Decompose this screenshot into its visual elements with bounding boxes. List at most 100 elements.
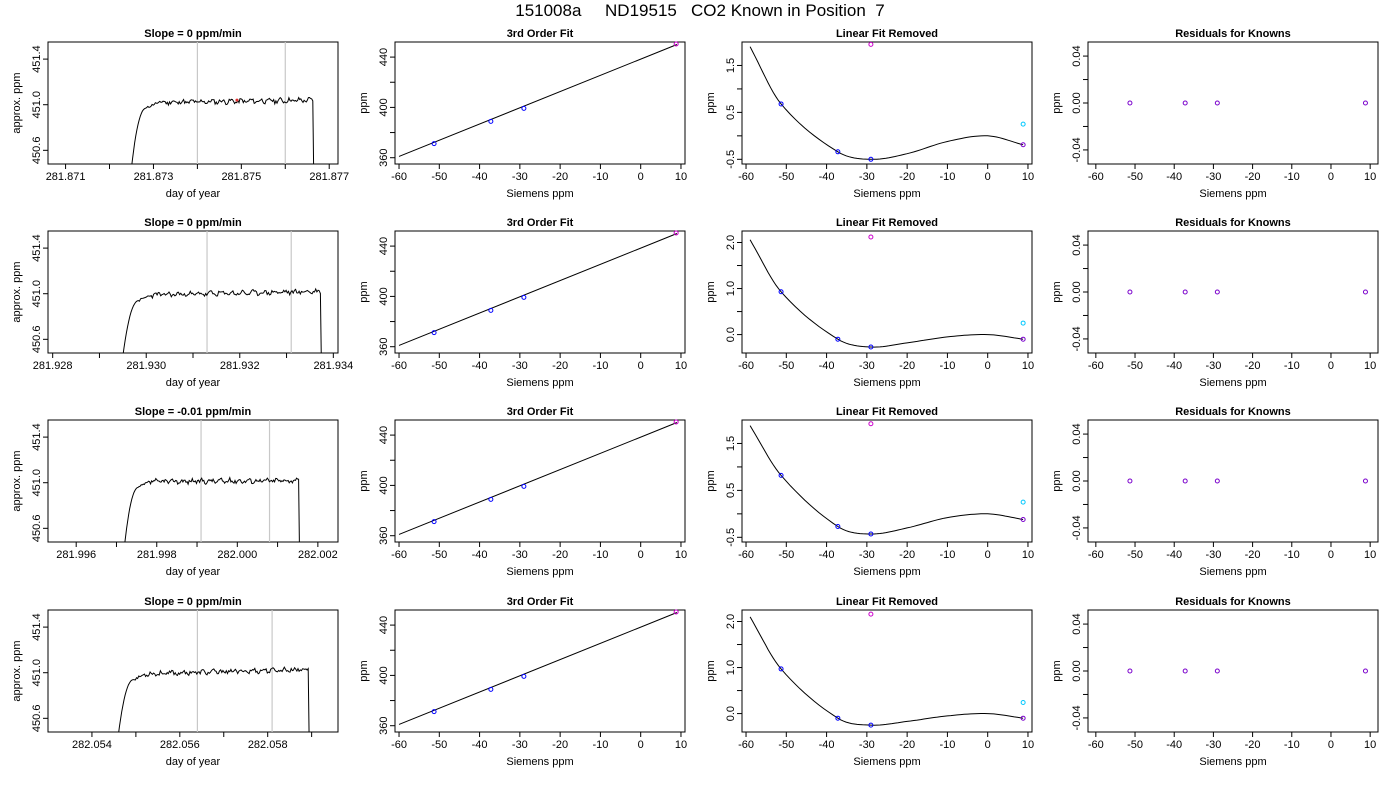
- x-tick-label: -50: [778, 739, 794, 751]
- other-point: [1020, 715, 1026, 721]
- known-point: [868, 531, 874, 537]
- residual-point: [1182, 478, 1188, 484]
- y-tick-label: 440: [378, 237, 390, 255]
- x-tick-label: 10: [1022, 360, 1034, 372]
- x-tick-label: 10: [675, 739, 687, 751]
- y-axis-label: ppm: [705, 660, 717, 681]
- y-axis-label: approx. ppm: [11, 450, 23, 511]
- y-tick-label: 0.00: [1071, 470, 1083, 491]
- panel-r2-time: [43, 230, 339, 358]
- x-axis-label: Siemens ppm: [853, 377, 920, 389]
- y-tick-label: 451.4: [31, 613, 43, 641]
- residual-point: [1214, 289, 1220, 295]
- panel-r2-lin: [737, 230, 1033, 358]
- y-tick-label: 1.5: [725, 436, 737, 451]
- x-tick-label: 281.930: [126, 360, 166, 372]
- y-tick-label: 0.5: [725, 483, 737, 498]
- panel-title: Linear Fit Removed: [836, 406, 938, 418]
- x-tick-label: -50: [778, 360, 794, 372]
- x-tick-label: -50: [431, 360, 447, 372]
- x-tick-label: -30: [512, 549, 528, 561]
- x-tick-label: 281.932: [220, 360, 260, 372]
- x-tick-label: -10: [1284, 171, 1300, 183]
- y-tick-label: 400: [378, 98, 390, 116]
- x-tick-label: -30: [859, 171, 875, 183]
- known-point: [521, 105, 527, 111]
- x-axis-label: day of year: [166, 566, 221, 578]
- plot-frame: [741, 419, 1033, 543]
- known-point: [778, 101, 784, 107]
- cubic-fit-curve: [749, 46, 1024, 160]
- y-tick-label: 0.04: [1071, 613, 1083, 634]
- ppm-trace: [124, 476, 300, 542]
- y-tick-label: -0.04: [1071, 515, 1083, 540]
- x-tick-label: 282.000: [217, 549, 257, 561]
- y-tick-label: 1.0: [725, 281, 737, 296]
- x-tick-label: -30: [859, 360, 875, 372]
- x-axis-label: Siemens ppm: [506, 377, 573, 389]
- x-tick-label: -20: [552, 171, 568, 183]
- x-tick-label: -20: [1245, 739, 1261, 751]
- other-point: [673, 41, 679, 47]
- residual-point: [1362, 289, 1368, 295]
- x-tick-label: -40: [1166, 739, 1182, 751]
- known-point: [835, 149, 841, 155]
- x-tick-label: -60: [391, 171, 407, 183]
- y-tick-label: 440: [378, 426, 390, 444]
- x-tick-label: -60: [738, 360, 754, 372]
- other-point: [673, 230, 679, 236]
- x-tick-label: -10: [939, 360, 955, 372]
- y-tick-label: 451.0: [31, 91, 43, 119]
- plot-frame: [47, 41, 339, 165]
- x-tick-label: -30: [512, 360, 528, 372]
- y-tick-label: 0.04: [1071, 423, 1083, 444]
- x-tick-label: 0: [1328, 549, 1334, 561]
- x-axis-label: Siemens ppm: [1199, 377, 1266, 389]
- x-tick-label: -60: [391, 360, 407, 372]
- y-axis-label: ppm: [1051, 660, 1063, 681]
- x-tick-label: 0: [638, 360, 644, 372]
- x-tick-label: -20: [552, 549, 568, 561]
- panel-title: Residuals for Knowns: [1175, 406, 1291, 418]
- panel-r2-res: [1083, 230, 1379, 358]
- ppm-trace: [131, 96, 315, 164]
- figure-title: 151008a ND19515 CO2 Known in Position 7: [515, 1, 885, 20]
- panel-title: Residuals for Knowns: [1175, 217, 1291, 229]
- known-point: [778, 289, 784, 295]
- y-tick-label: 440: [378, 48, 390, 66]
- x-tick-label: -60: [391, 739, 407, 751]
- residual-point: [1214, 668, 1220, 674]
- x-tick-label: 0: [1328, 739, 1334, 751]
- other-point: [1020, 499, 1026, 505]
- x-axis-label: Siemens ppm: [1199, 188, 1266, 200]
- y-axis-label: ppm: [1051, 281, 1063, 302]
- x-tick-label: 0: [1328, 171, 1334, 183]
- y-axis-label: approx. ppm: [11, 72, 23, 133]
- y-tick-label: 451.4: [31, 45, 43, 73]
- y-tick-label: 0.5: [725, 105, 737, 120]
- plot-frame: [741, 609, 1033, 733]
- known-point: [868, 156, 874, 162]
- x-axis-label: Siemens ppm: [506, 566, 573, 578]
- x-tick-label: 0: [985, 739, 991, 751]
- x-tick-label: -60: [1088, 171, 1104, 183]
- x-tick-label: 10: [675, 171, 687, 183]
- x-tick-label: -40: [819, 171, 835, 183]
- x-tick-label: 10: [1022, 549, 1034, 561]
- other-point: [1020, 336, 1026, 342]
- residual-point: [1182, 100, 1188, 106]
- ppm-trace: [122, 287, 322, 353]
- panel-r3-time: [43, 419, 339, 547]
- known-point: [431, 141, 437, 147]
- y-axis-label: approx. ppm: [11, 261, 23, 322]
- y-axis-label: ppm: [705, 92, 717, 113]
- panel-r2-fit: [390, 230, 686, 358]
- y-tick-label: 451.4: [31, 423, 43, 451]
- other-point: [673, 419, 679, 425]
- residual-point: [1127, 668, 1133, 674]
- x-tick-label: -10: [1284, 739, 1300, 751]
- panel-title: Linear Fit Removed: [836, 28, 938, 40]
- y-tick-label: 451.0: [31, 280, 43, 308]
- y-tick-label: -0.5: [725, 528, 737, 547]
